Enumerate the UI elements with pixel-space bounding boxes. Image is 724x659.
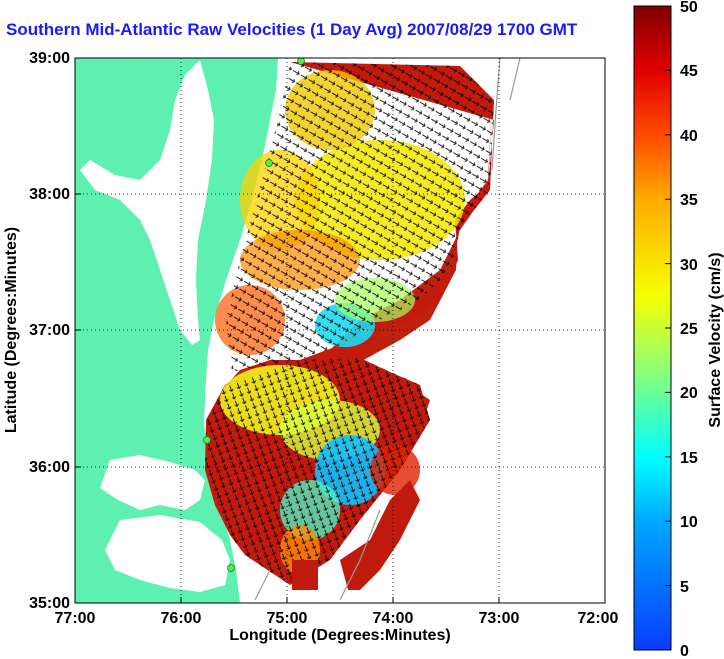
station-marker [227, 564, 235, 572]
y-tick-label: 37:00 [29, 322, 70, 339]
map-grid [75, 58, 605, 603]
y-tick-label: 38:00 [29, 186, 70, 203]
x-axis-label: Longitude (Degrees:Minutes) [229, 627, 450, 644]
station-marker [297, 58, 305, 65]
chesapeake-bay [80, 60, 214, 345]
x-tick-label: 77:00 [55, 610, 96, 627]
colorbar-ticks [665, 5, 671, 651]
y-tick-label: 36:00 [29, 459, 70, 476]
pamlico-sound [105, 515, 230, 592]
colorbar-label: Surface Velocity (cm/s) [707, 252, 724, 427]
colorbar [633, 5, 672, 651]
colorbar-tick-label: 0 [680, 643, 689, 659]
colorbar-tick-label: 5 [680, 579, 689, 596]
station-marker [265, 159, 273, 167]
x-tick-label: 75:00 [267, 610, 308, 627]
bathymetry-contours [254, 58, 521, 601]
y-tick-label: 35:00 [29, 595, 70, 612]
velocity-field [205, 62, 494, 590]
colorbar-tick-label: 45 [680, 63, 698, 80]
map-title: Southern Mid-Atlantic Raw Velocities (1 … [6, 20, 578, 39]
colorbar-tick-label: 20 [680, 385, 698, 402]
colorbar-tick-label: 15 [680, 450, 698, 467]
x-tick-label: 74:00 [373, 610, 414, 627]
station-marker [203, 436, 211, 444]
x-tick-label: 72:00 [578, 610, 619, 627]
x-tick-label: 73:00 [479, 610, 520, 627]
colorbar-tick-label: 40 [680, 128, 698, 145]
colorbar-tick-label: 35 [680, 192, 698, 209]
x-ticks [74, 597, 606, 603]
y-ticks [75, 57, 81, 604]
albemarle-sound [100, 455, 205, 510]
colorbar-tick-label: 25 [680, 321, 698, 338]
colorbar-tick-label: 10 [680, 514, 698, 531]
y-tick-label: 39:00 [29, 50, 70, 67]
colorbar-tick-label: 50 [680, 0, 698, 16]
y-axis-label: Latitude (Degrees:Minutes) [3, 227, 20, 433]
colorbar-tick-label: 30 [680, 257, 698, 274]
x-tick-label: 76:00 [161, 610, 202, 627]
radar-stations [203, 58, 305, 572]
